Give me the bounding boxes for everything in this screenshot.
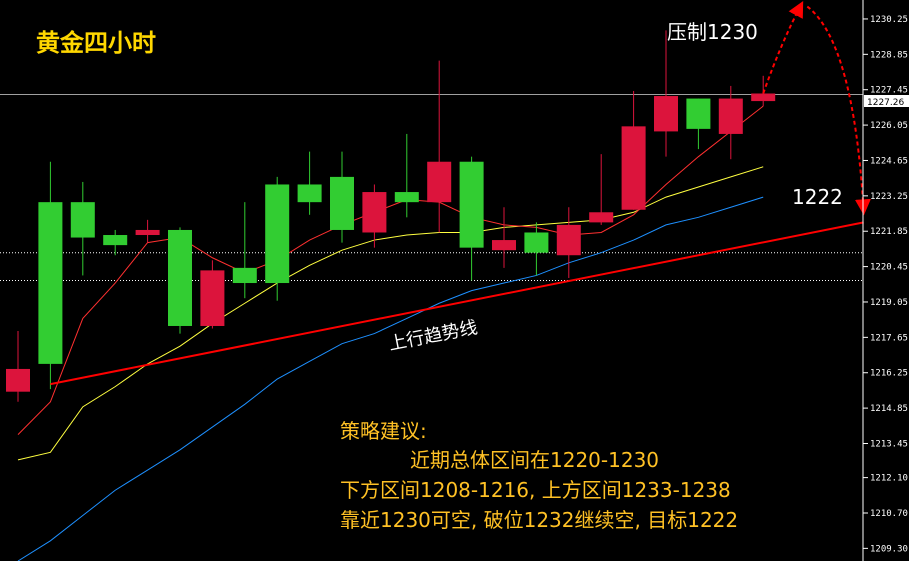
candle-body: [168, 229, 192, 326]
y-tick-label: 1228.85: [870, 50, 908, 60]
y-tick-label: 1209.30: [870, 544, 908, 554]
y-tick-label: 1213.45: [870, 439, 908, 449]
ma-slow-line: [17, 196, 764, 561]
candle-body: [6, 368, 30, 392]
candle-body: [621, 126, 646, 210]
candle-body: [492, 240, 516, 251]
y-tick-label: 1230.25: [870, 15, 908, 25]
candle-body: [556, 224, 581, 256]
candle-body: [686, 98, 711, 129]
y-tick-label: 1210.70: [870, 509, 908, 519]
candle-body: [589, 212, 614, 223]
target-annotation: 1222: [792, 185, 843, 209]
candle-body: [200, 270, 225, 326]
candle-body: [427, 161, 452, 203]
candle-body: [103, 235, 128, 246]
y-tick-label: 1217.65: [870, 333, 908, 343]
candle-body: [265, 184, 290, 284]
resistance-annotation: 压制1230: [667, 20, 758, 44]
strategy-line-3: 靠近1230可空, 破位1232继续空, 目标1222: [340, 508, 738, 532]
projection-up-arrow: [762, 0, 804, 94]
candle-body: [297, 184, 322, 203]
candle-body: [751, 93, 776, 102]
strategy-line-2: 下方区间1208-1216, 上方区间1233-1238: [340, 478, 731, 502]
candle-body: [362, 192, 387, 233]
candle-body: [524, 232, 549, 253]
strategy-line-1: 近期总体区间在1220-1230: [410, 448, 659, 472]
candle-body: [135, 229, 160, 236]
y-tick-label: 1214.85: [870, 404, 908, 414]
y-tick-label: 1220.45: [870, 263, 908, 273]
y-tick-label: 1226.05: [870, 121, 908, 131]
candle-body: [718, 98, 743, 134]
candle-body: [654, 96, 678, 132]
candle-body: [232, 267, 257, 284]
candle-body: [394, 192, 419, 203]
candle-body: [330, 176, 354, 230]
trendline: [50, 221, 864, 386]
strategy-block: 策略建议: 近期总体区间在1220-1230 下方区间1208-1216, 上方…: [340, 419, 738, 532]
current-price-tag: 1227.26: [864, 95, 909, 108]
chart-title: 黄金四小时: [36, 29, 156, 57]
uptrend-line: [50, 221, 864, 386]
y-tick-label: 1212.10: [870, 474, 908, 484]
y-axis: 1230.25 1228.85 1227.45 1226.05 1224.65 1223.…: [863, 15, 908, 554]
candle-body: [38, 202, 63, 364]
y-tick-label: 1227.45: [870, 86, 908, 96]
candle-body: [70, 202, 95, 238]
candle-body: [459, 161, 484, 248]
y-tick-label: 1224.65: [870, 156, 908, 166]
y-tick-label: 1223.25: [870, 192, 908, 202]
y-tick-label: 1216.25: [870, 369, 908, 379]
candlesticks: [6, 30, 776, 402]
projection-arrow: [762, 0, 871, 216]
projection-down-arrow: [806, 5, 871, 216]
y-tick-label: 1219.05: [870, 298, 908, 308]
strategy-heading: 策略建议:: [340, 419, 427, 443]
current-price-label: 1227.26: [867, 98, 904, 108]
y-tick-label: 1221.85: [870, 227, 908, 237]
